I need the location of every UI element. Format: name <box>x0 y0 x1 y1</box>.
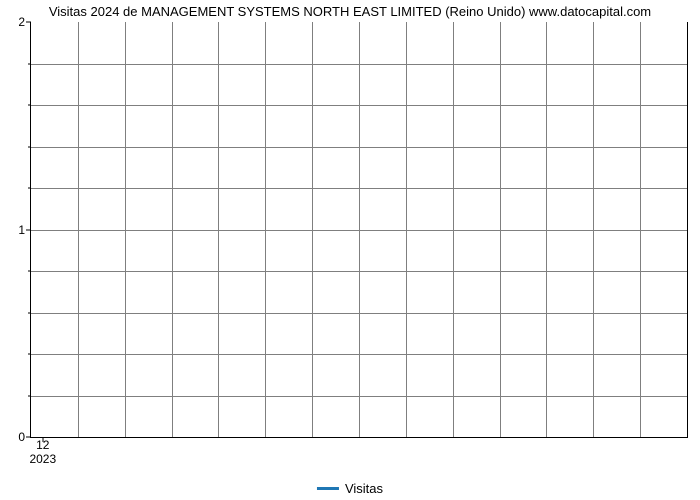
legend: Visitas <box>317 481 383 496</box>
y-minor-tick <box>28 146 31 147</box>
y-minor-tick <box>28 271 31 272</box>
y-tick-mark <box>26 229 31 230</box>
legend-label: Visitas <box>345 481 383 496</box>
y-tick-mark <box>26 22 31 23</box>
y-minor-tick <box>28 354 31 355</box>
y-minor-tick <box>28 188 31 189</box>
plot-area: 012122023 <box>30 22 688 438</box>
y-minor-tick <box>28 395 31 396</box>
y-minor-tick <box>28 105 31 106</box>
grid-line-horizontal <box>31 188 687 189</box>
grid-line-horizontal <box>31 271 687 272</box>
chart-title: Visitas 2024 de MANAGEMENT SYSTEMS NORTH… <box>0 4 700 19</box>
grid-line-horizontal <box>31 396 687 397</box>
x-tick-label: 122023 <box>29 437 56 467</box>
grid-line-horizontal <box>31 64 687 65</box>
grid-line-horizontal <box>31 147 687 148</box>
grid-line-horizontal <box>31 105 687 106</box>
legend-line-icon <box>317 487 339 490</box>
grid-line-horizontal <box>31 354 687 355</box>
y-minor-tick <box>28 63 31 64</box>
grid-line-horizontal <box>31 230 687 231</box>
chart-container: Visitas 2024 de MANAGEMENT SYSTEMS NORTH… <box>0 0 700 500</box>
y-minor-tick <box>28 312 31 313</box>
grid-line-horizontal <box>31 313 687 314</box>
